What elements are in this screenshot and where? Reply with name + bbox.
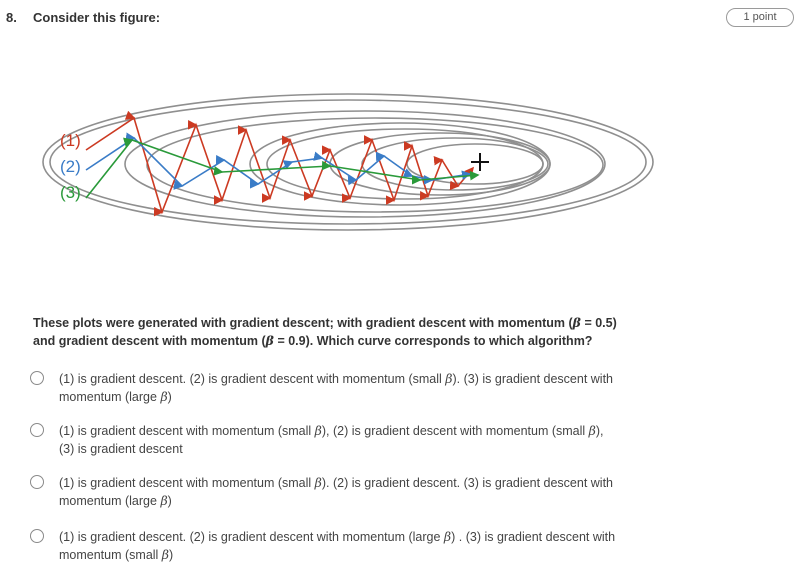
points-badge: 1 point (726, 8, 794, 27)
figure: (1) (2) (3) (40, 45, 660, 240)
contour (406, 143, 544, 185)
beta-symbol: β (572, 315, 581, 330)
radio-button[interactable] (30, 475, 44, 489)
question-number: 8. (6, 10, 17, 25)
beta-symbol: β (265, 333, 274, 348)
answer-option-label: (1) is gradient descent. (2) is gradient… (59, 371, 614, 404)
curve-2-label: (2) (60, 157, 81, 176)
contour (42, 93, 654, 231)
contour-lines (42, 93, 654, 231)
answer-option-label: (1) is gradient descent with momentum (s… (59, 423, 604, 456)
contour (49, 99, 647, 225)
answer-option-label: (1) is gradient descent. (2) is gradient… (59, 529, 616, 562)
curve-1 (85, 110, 475, 217)
radio-button[interactable] (30, 423, 44, 437)
contour-figure: (1) (2) (3) (42, 93, 654, 231)
question-prompt: These plots were generated with gradient… (33, 315, 617, 348)
plus-icon (471, 153, 489, 171)
radio-button[interactable] (30, 371, 44, 385)
radio-button[interactable] (30, 529, 44, 543)
question-title: Consider this figure: (33, 10, 161, 25)
curve-1-label: (1) (60, 131, 81, 150)
answer-option-label: (1) is gradient descent with momentum (s… (59, 475, 613, 508)
curve-3-label: (3) (60, 183, 81, 202)
curve-3 (85, 137, 480, 199)
